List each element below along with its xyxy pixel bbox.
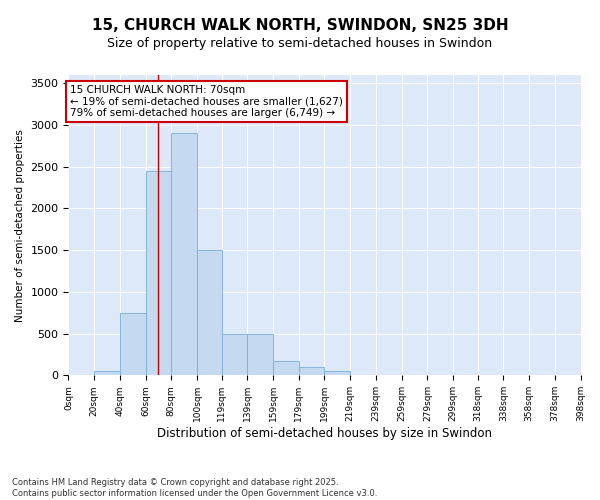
Bar	[197, 250, 221, 376]
Bar	[120, 313, 146, 376]
Text: Size of property relative to semi-detached houses in Swindon: Size of property relative to semi-detach…	[107, 38, 493, 51]
Bar	[325, 371, 350, 376]
X-axis label: Distribution of semi-detached houses by size in Swindon: Distribution of semi-detached houses by …	[157, 427, 492, 440]
Y-axis label: Number of semi-detached properties: Number of semi-detached properties	[15, 128, 25, 322]
Text: 15 CHURCH WALK NORTH: 70sqm
← 19% of semi-detached houses are smaller (1,627)
79: 15 CHURCH WALK NORTH: 70sqm ← 19% of sem…	[70, 85, 343, 118]
Bar	[146, 171, 172, 376]
Bar	[299, 367, 325, 376]
Bar	[273, 360, 299, 376]
Bar	[172, 134, 197, 376]
Bar	[221, 334, 247, 376]
Text: Contains HM Land Registry data © Crown copyright and database right 2025.
Contai: Contains HM Land Registry data © Crown c…	[12, 478, 377, 498]
Bar	[94, 371, 120, 376]
Bar	[247, 334, 273, 376]
Text: 15, CHURCH WALK NORTH, SWINDON, SN25 3DH: 15, CHURCH WALK NORTH, SWINDON, SN25 3DH	[92, 18, 508, 32]
